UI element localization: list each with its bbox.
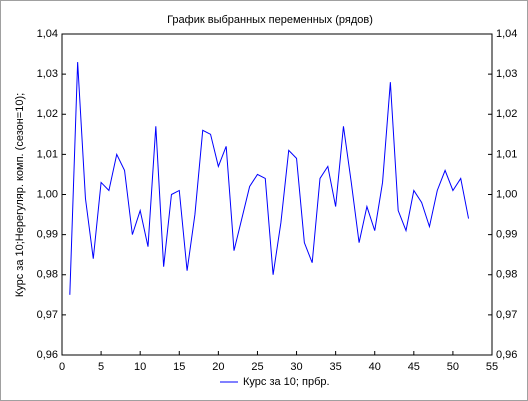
y-axis-label: Курс за 10;Нерегуляр. комп. (сезон=10); <box>14 93 26 297</box>
y2-tick-label: 1,02 <box>496 108 517 120</box>
y2-tick-label: 0,98 <box>496 269 517 281</box>
y-tick-label: 0,98 <box>37 269 58 281</box>
y2-tick-label: 0,99 <box>496 229 517 241</box>
x-tick-label: 0 <box>59 361 65 373</box>
x-tick-label: 45 <box>408 361 420 373</box>
x-tick-label: 50 <box>447 361 459 373</box>
x-tick-label: 15 <box>173 361 185 373</box>
y2-tick-label: 0,97 <box>496 309 517 321</box>
y2-tick-label: 1,04 <box>496 28 517 40</box>
y-tick-label: 0,99 <box>37 229 58 241</box>
x-tick-label: 10 <box>134 361 146 373</box>
y2-tick-label: 1,03 <box>496 68 517 80</box>
x-tick-label: 30 <box>290 361 302 373</box>
x-tick-label: 55 <box>486 361 498 373</box>
x-tick-label: 20 <box>212 361 224 373</box>
y2-tick-label: 1,00 <box>496 188 517 200</box>
y-tick-label: 1,00 <box>37 188 58 200</box>
y-tick-label: 0,96 <box>37 349 58 361</box>
x-tick-label: 40 <box>369 361 381 373</box>
chart-title: График выбранных переменных (рядов) <box>167 14 373 26</box>
x-tick-label: 35 <box>330 361 342 373</box>
plot-area <box>61 33 493 356</box>
y-tick-label: 1,04 <box>37 28 58 40</box>
y2-tick-label: 1,01 <box>496 148 517 160</box>
x-tick-label: 5 <box>98 361 104 373</box>
y-tick-label: 1,01 <box>37 148 58 160</box>
y2-tick-label: 0,96 <box>496 349 517 361</box>
x-tick-label: 25 <box>251 361 263 373</box>
legend-label: Курс за 10; прбр. <box>243 376 330 388</box>
line-series <box>69 62 470 295</box>
y-tick-label: 1,03 <box>37 68 58 80</box>
y-tick-label: 1,02 <box>37 108 58 120</box>
y-tick-label: 0,97 <box>37 309 58 321</box>
